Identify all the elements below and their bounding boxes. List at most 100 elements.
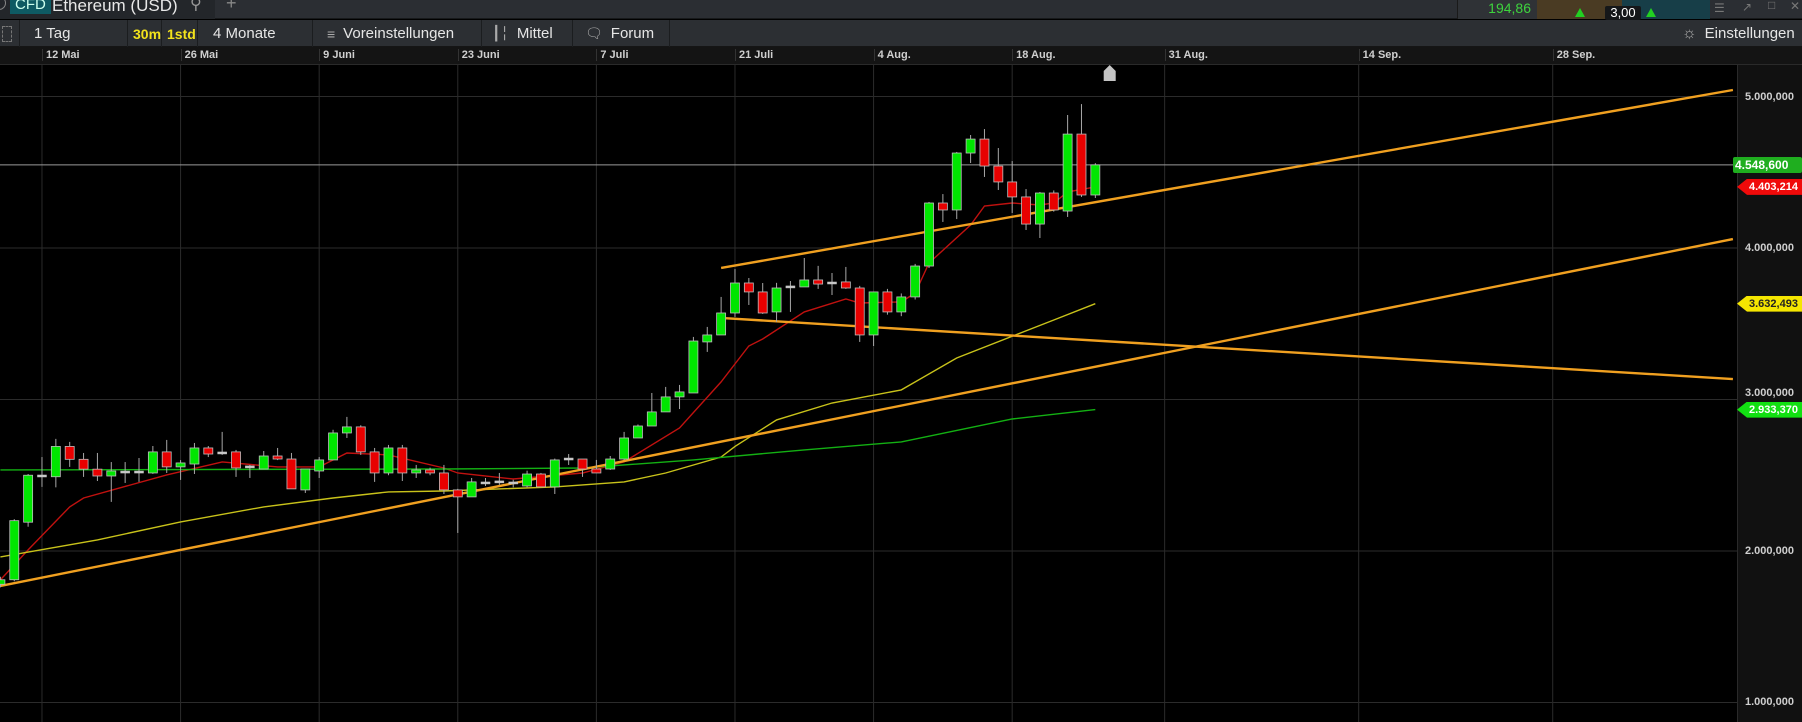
candle-body: [203, 447, 214, 455]
candle-body: [78, 458, 89, 470]
candle-body: [840, 281, 851, 289]
settings-button[interactable]: ☼ Einstellungen: [1672, 20, 1802, 47]
candle-body: [979, 138, 990, 167]
candle-body: [300, 468, 311, 491]
candle-body: [827, 281, 837, 285]
candle-body: [1090, 164, 1101, 196]
x-tick-label: 18 Aug.: [1012, 49, 1056, 61]
candle-body: [314, 459, 325, 472]
spread-value: 3,00: [1605, 6, 1641, 20]
moving-average-value-label: 4.403,214: [1737, 178, 1802, 195]
candle-body: [605, 458, 616, 470]
candle-body: [272, 455, 283, 460]
x-tick-label: 7 Juli: [596, 49, 629, 61]
candle-body: [425, 469, 435, 474]
candle-body: [716, 312, 727, 336]
y-tick-label: 2.000,000: [1745, 544, 1794, 557]
interval-1h[interactable]: 1std: [162, 20, 198, 47]
candle-body: [910, 265, 921, 298]
close-icon[interactable]: ✕: [1790, 0, 1801, 13]
candle-body: [882, 291, 893, 313]
candle-body: [258, 455, 269, 470]
candle-body: [937, 202, 948, 211]
candle-body: [619, 437, 629, 460]
candle-body: [383, 447, 394, 474]
x-tick-label: 9 Juni: [319, 49, 355, 61]
moving-average-line: [0, 408, 1096, 471]
candle-body: [328, 432, 338, 461]
candle-body: [1007, 181, 1018, 198]
presets-button[interactable]: ≡ Voreinstellungen: [313, 20, 482, 47]
menu-icon[interactable]: ☰: [1714, 1, 1725, 15]
forum-label: Forum: [610, 25, 655, 42]
candle-body: [439, 472, 449, 491]
indicators-button[interactable]: ┃╎ Mittel: [482, 20, 573, 47]
interval-30m[interactable]: 30m: [128, 20, 162, 47]
price-chart[interactable]: [0, 65, 1737, 722]
candle-body: [64, 446, 75, 460]
last-price-label: 4.548,600: [1733, 156, 1802, 173]
x-tick-label: 26 Mai: [180, 49, 218, 61]
candle-body: [633, 425, 643, 439]
candle-body: [674, 391, 685, 398]
candle-body: [9, 520, 20, 581]
maximize-icon[interactable]: □: [1768, 0, 1776, 12]
moving-average-value-label: 2.933,370: [1737, 401, 1802, 418]
x-tick-label: 4 Aug.: [873, 49, 911, 61]
candle-body: [106, 470, 117, 477]
candle-body: [771, 287, 782, 313]
y-tick-label: 4.000,000: [1745, 241, 1794, 254]
sell-button[interactable]: [1537, 0, 1622, 19]
candle-body: [23, 474, 34, 523]
candle-body: [1076, 133, 1087, 196]
buy-button[interactable]: [1622, 0, 1710, 19]
layout-button[interactable]: [0, 20, 20, 47]
instrument-tab[interactable]: CFD Ethereum (USD) ⚲: [0, 0, 215, 19]
candle-body: [688, 340, 699, 394]
candle-body: [646, 411, 657, 427]
top-bar: CFD Ethereum (USD) ⚲ + 194,86 3,00 ☰ ↗ □…: [0, 0, 1802, 20]
candle-body: [549, 459, 560, 488]
candle-body: [924, 202, 934, 267]
chart-toolbar: 1 Tag 30m 1std 4 Monate ≡ Voreinstellunge…: [0, 20, 1802, 47]
candle-body: [369, 451, 380, 474]
candle-body: [286, 458, 297, 490]
popout-icon[interactable]: ↗: [1742, 0, 1753, 14]
tab-close-icon[interactable]: [0, 0, 6, 10]
x-tick-label: 31 Aug.: [1164, 49, 1208, 61]
candle-body: [480, 481, 491, 485]
today-marker-icon: [1103, 65, 1116, 81]
candle-body: [341, 426, 352, 434]
candle-body: [189, 447, 200, 465]
trendline: [721, 316, 1733, 381]
gear-icon: ☼: [1682, 24, 1697, 42]
candle-body: [494, 480, 505, 484]
candle-body: [1035, 192, 1045, 225]
candle-body: [92, 468, 103, 477]
chat-icon: 🗨: [585, 25, 603, 41]
candle-body: [702, 334, 713, 343]
interval-1-day[interactable]: 1 Tag: [20, 20, 128, 47]
candle-body: [868, 291, 879, 336]
add-tab-button[interactable]: +: [226, 0, 237, 13]
x-tick-label: 28 Sep.: [1552, 49, 1595, 61]
candle-body: [799, 279, 810, 288]
candle-body: [397, 447, 408, 474]
sliders-icon: ≡: [327, 25, 336, 42]
candle-body: [536, 473, 546, 488]
price-axis[interactable]: [1737, 65, 1802, 722]
x-tick-label: 12 Mai: [41, 49, 80, 61]
candle-body: [147, 451, 158, 474]
instrument-title: Ethereum (USD): [52, 0, 178, 15]
range-selector[interactable]: 4 Monate: [198, 20, 313, 47]
moving-average-line: [0, 303, 1096, 558]
candle-body: [951, 152, 962, 211]
search-icon[interactable]: ⚲: [190, 0, 202, 13]
presets-label: Voreinstellungen: [343, 25, 455, 42]
candle-body: [591, 468, 602, 474]
candle-body: [452, 489, 463, 498]
candle-body: [1048, 192, 1059, 211]
forum-button[interactable]: 🗨 Forum: [573, 20, 670, 47]
candle-body: [965, 138, 976, 154]
y-tick-label: 3.000,000: [1745, 386, 1794, 399]
